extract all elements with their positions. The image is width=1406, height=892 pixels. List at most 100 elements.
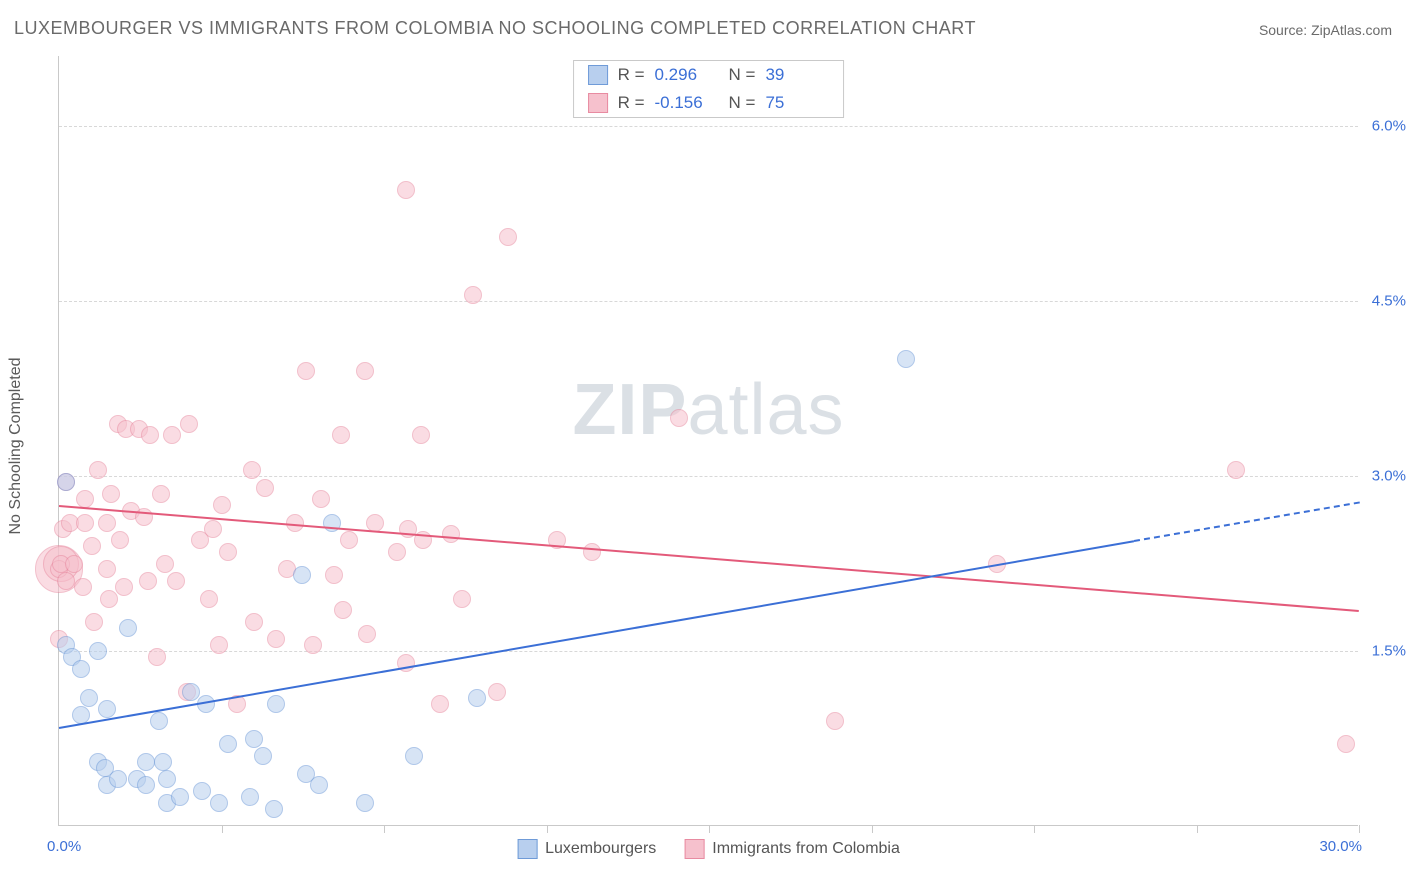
data-point-pink — [304, 636, 322, 654]
series-legend: Luxembourgers Immigrants from Colombia — [517, 839, 900, 859]
data-point-pink — [325, 566, 343, 584]
data-point-pink — [219, 543, 237, 561]
chart-title: LUXEMBOURGER VS IMMIGRANTS FROM COLOMBIA… — [14, 18, 976, 39]
data-point-blue — [171, 788, 189, 806]
stat-row-blue: R = 0.296 N = 39 — [574, 61, 844, 89]
data-point-pink — [76, 514, 94, 532]
source-label: Source: — [1259, 22, 1311, 38]
y-axis-title: No Schooling Completed — [7, 358, 25, 535]
data-point-pink — [243, 461, 261, 479]
swatch-blue — [588, 65, 608, 85]
data-point-pink — [102, 485, 120, 503]
data-point-pink — [156, 555, 174, 573]
y-tick-label: 1.5% — [1372, 643, 1406, 660]
gridline — [59, 651, 1358, 652]
x-tick — [1197, 825, 1198, 833]
data-point-blue — [89, 642, 107, 660]
watermark: ZIPatlas — [572, 369, 844, 451]
data-point-pink — [98, 560, 116, 578]
y-tick-label: 3.0% — [1372, 468, 1406, 485]
watermark-bold: ZIP — [572, 370, 687, 450]
data-point-pink — [332, 426, 350, 444]
r-label: R = — [618, 65, 645, 85]
n-value-pink: 75 — [765, 93, 829, 113]
data-point-pink — [412, 426, 430, 444]
r-label: R = — [618, 93, 645, 113]
correlation-legend: R = 0.296 N = 39 R = -0.156 N = 75 — [573, 60, 845, 118]
trend-line — [59, 540, 1134, 729]
data-point-pink — [356, 362, 374, 380]
n-value-blue: 39 — [765, 65, 829, 85]
data-point-pink — [267, 630, 285, 648]
data-point-blue — [154, 753, 172, 771]
data-point-pink — [366, 514, 384, 532]
stat-row-pink: R = -0.156 N = 75 — [574, 89, 844, 117]
data-point-blue — [267, 695, 285, 713]
data-point-blue — [158, 770, 176, 788]
x-axis-min-label: 0.0% — [47, 838, 81, 855]
x-tick — [384, 825, 385, 833]
data-point-pink — [431, 695, 449, 713]
data-point-pink — [141, 426, 159, 444]
y-tick-label: 4.5% — [1372, 293, 1406, 310]
data-point-pink — [148, 648, 166, 666]
data-point-pink — [210, 636, 228, 654]
data-point-pink — [670, 409, 688, 427]
data-point-blue — [241, 788, 259, 806]
data-point-pink — [1227, 461, 1245, 479]
swatch-pink — [588, 93, 608, 113]
data-point-pink — [139, 572, 157, 590]
data-point-pink — [200, 590, 218, 608]
n-label: N = — [729, 93, 756, 113]
data-point-pink — [98, 514, 116, 532]
legend-label-blue: Luxembourgers — [545, 840, 656, 858]
data-point-blue — [356, 794, 374, 812]
data-point-pink — [340, 531, 358, 549]
data-point-blue — [219, 735, 237, 753]
data-point-pink — [213, 496, 231, 514]
data-point-pink — [312, 490, 330, 508]
x-tick — [222, 825, 223, 833]
data-point-pink — [167, 572, 185, 590]
x-tick — [1034, 825, 1035, 833]
data-point-blue — [182, 683, 200, 701]
data-point-pink — [83, 537, 101, 555]
data-point-blue — [193, 782, 211, 800]
source-value: ZipAtlas.com — [1311, 22, 1392, 38]
r-value-pink: -0.156 — [655, 93, 719, 113]
x-tick — [872, 825, 873, 833]
data-point-pink — [1337, 735, 1355, 753]
r-value-blue: 0.296 — [655, 65, 719, 85]
data-point-pink — [204, 520, 222, 538]
data-point-pink — [57, 572, 75, 590]
data-point-pink — [826, 712, 844, 730]
data-point-pink — [442, 525, 460, 543]
y-tick-label: 6.0% — [1372, 118, 1406, 135]
x-tick — [709, 825, 710, 833]
data-point-pink — [115, 578, 133, 596]
data-point-blue — [245, 730, 263, 748]
data-point-blue — [57, 473, 75, 491]
data-point-blue — [254, 747, 272, 765]
data-point-pink — [100, 590, 118, 608]
n-label: N = — [729, 65, 756, 85]
x-axis-max-label: 30.0% — [1319, 838, 1362, 855]
data-point-pink — [297, 362, 315, 380]
data-point-blue — [98, 700, 116, 718]
data-point-pink — [583, 543, 601, 561]
data-point-pink — [89, 461, 107, 479]
data-point-blue — [137, 776, 155, 794]
data-point-blue — [80, 689, 98, 707]
data-point-blue — [210, 794, 228, 812]
data-point-blue — [468, 689, 486, 707]
swatch-blue — [517, 839, 537, 859]
data-point-pink — [453, 590, 471, 608]
data-point-pink — [180, 415, 198, 433]
source-credit: Source: ZipAtlas.com — [1259, 22, 1392, 38]
gridline — [59, 126, 1358, 127]
data-point-blue — [72, 660, 90, 678]
data-point-pink — [358, 625, 376, 643]
plot-area: ZIPatlas R = 0.296 N = 39 R = -0.156 N =… — [58, 56, 1358, 826]
legend-item-pink: Immigrants from Colombia — [684, 839, 900, 859]
chart-container: LUXEMBOURGER VS IMMIGRANTS FROM COLOMBIA… — [0, 0, 1406, 892]
